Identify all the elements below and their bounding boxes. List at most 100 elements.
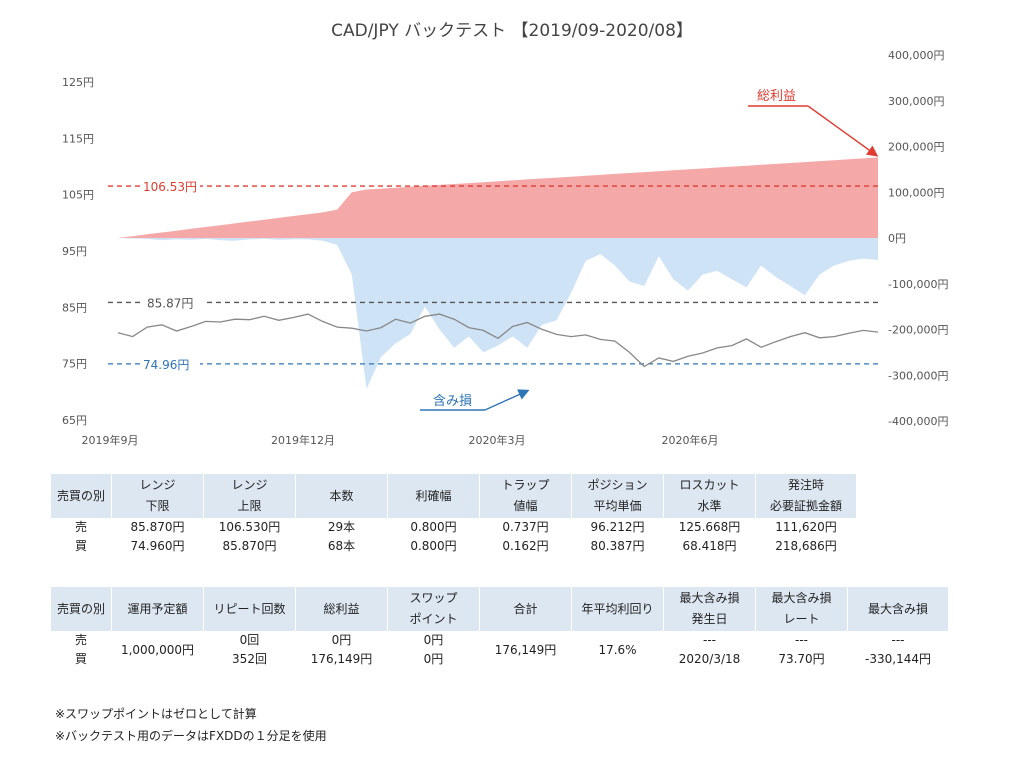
cell-avg-price: 80.387円 [590,539,645,553]
y-right-tick-label: -200,000円 [888,324,948,337]
y-left-tick-label: 75円 [62,358,87,371]
table-row: 買 352回 176,149円 0円 2020/3/18 73.70円 -330… [51,650,948,669]
cell-count: 29本 [327,520,356,534]
note-swap: ※スワップポイントはゼロとして計算 [55,707,257,721]
header-swap: スワップ ポイント [388,587,479,631]
header-profit: 総利益 [296,587,387,631]
ref-line-label: 106.53円 [143,180,197,194]
cell-count: 68本 [327,539,356,553]
cell-budget: 1,000,000円 [120,642,195,657]
x-tick-label: 2019年12月 [271,433,335,447]
cell-range-high: 106.530円 [218,520,281,534]
cell-maxloss-date: --- [703,633,716,647]
y-left-tick-label: 95円 [62,245,87,258]
header-maxloss-rate: 最大含み損 レート [756,587,847,631]
cell-swap: 0円 [423,633,444,647]
chart-title: CAD/JPY バックテスト 【2019/09-2020/08】 [331,21,693,41]
cell-range-high: 85.870円 [222,539,277,553]
cell-margin: 218,686円 [775,539,837,553]
header-budget: 運用予定額 [112,587,203,631]
unrealized-loss-area [118,238,878,389]
notes: ※スワップポイントはゼロとして計算 ※バックテスト用のデータはFXDDの１分足を… [55,703,327,747]
header-side: 売買の別 [51,474,111,518]
cell-side: 売 [74,633,87,647]
cell-trap-width: 0.162円 [502,539,549,553]
x-tick-label: 2020年3月 [469,433,526,447]
y-right-tick-label: -100,000円 [888,278,948,291]
cell-maxloss: -330,144円 [865,652,931,666]
profit-area [118,157,878,238]
y-left-tick-label: 105円 [62,189,94,202]
header-yield: 年平均利回り [572,587,663,631]
header-side: 売買の別 [51,587,111,631]
cell-side: 売 [74,520,87,534]
ref-label-bg [144,293,204,311]
price-line [117,313,879,368]
y-axis-right: 400,000円 300,000円 200,000円 100,000円 0円 -100,0… [888,49,948,428]
results-table: 売買の別 運用予定額 リピート回数 総利益 スワップ ポイント 合計 年平均利回り… [50,587,949,669]
x-tick-label: 2020年6月 [662,433,719,447]
settings-table: 売買の別 レンジ 下限 レンジ 上限 本数 利確幅 トラップ 値幅 ポジション 平均単価… [50,474,857,556]
cell-losscut: 68.418円 [682,539,737,553]
loss-annotation: 含み損 [420,389,530,411]
y-right-tick-label: -400,000円 [888,415,948,428]
note-data-source: ※バックテスト用のデータはFXDDの１分足を使用 [55,729,327,743]
header-total: 合計 [480,587,571,631]
loss-annotation-label: 含み損 [433,393,472,409]
loss-arrow [484,389,530,411]
header-range-high: レンジ 上限 [204,474,295,518]
cell-yield: 17.6% [598,642,637,657]
y-left-tick-label: 65円 [62,414,87,427]
cell-maxloss-rate: --- [795,633,808,647]
cell-repeat: 352回 [232,652,267,666]
x-axis: 2019年9月 2019年12月 2020年3月 2020年6月 [82,433,719,447]
cell-maxloss-date: 2020/3/18 [678,652,741,666]
x-tick-label: 2019年9月 [82,433,139,447]
cell-range-low: 85.870円 [130,520,185,534]
header-margin: 発注時 必要証拠金額 [756,474,856,518]
ref-label-bg [140,354,200,372]
header-count: 本数 [296,474,387,518]
reference-lines: 106.53円 85.87円 74.96円 [108,177,878,372]
y-right-tick-label: 200,000円 [888,141,945,154]
header-repeat: リピート回数 [204,587,295,631]
ref-line-label: 74.96円 [143,358,189,372]
profit-arrow [807,105,879,157]
y-right-tick-label: 300,000円 [888,95,945,108]
y-left-tick-label: 125円 [62,76,94,89]
cell-side: 買 [74,652,87,666]
y-left-tick-label: 115円 [62,132,94,145]
cell-swap: 0円 [423,652,444,666]
cell-trap-width: 0.737円 [502,520,549,534]
ref-label-bg [140,177,200,195]
table-row: 買 74.960円 85.870円 68本 0.800円 0.162円 80.3… [51,537,856,556]
cell-maxloss: --- [891,633,905,647]
cell-avg-price: 96.212円 [590,520,645,534]
table-row: 売 1,000,000円 0回 0円 0円 176,149円 17.6% ---… [51,631,948,657]
plot-areas [118,157,878,389]
cell-total: 176,149円 [494,642,557,657]
backtest-chart: CAD/JPY バックテスト 【2019/09-2020/08】 125円 115… [62,21,948,447]
y-axis-left: 125円 115円 105円 95円 85円 75円 65円 [62,76,94,427]
header-take-profit: 利確幅 [388,474,479,518]
header-maxloss-date: 最大含み損 発生日 [664,587,755,631]
cell-range-low: 74.960円 [130,539,185,553]
profit-annotation-label: 総利益 [757,89,796,104]
cell-losscut: 125.668円 [678,520,741,534]
profit-annotation: 総利益 [748,89,879,157]
ref-line-label: 85.87円 [147,296,193,310]
table-row: 売 85.870円 106.530円 29本 0.800円 0.737円 96.… [51,518,856,537]
cell-take-profit: 0.800円 [410,520,457,534]
cell-side: 買 [74,539,87,553]
header-maxloss: 最大含み損 [848,587,948,631]
price-line-group [117,313,879,368]
cell-profit: 0円 [331,633,352,647]
header-losscut: ロスカット 水準 [664,474,755,518]
header-range-low: レンジ 下限 [112,474,203,518]
cell-profit: 176,149円 [310,652,373,666]
y-right-tick-label: -300,000円 [888,369,948,382]
y-right-tick-label: 400,000円 [888,49,945,62]
y-right-tick-label: 0円 [888,232,906,245]
cell-margin: 111,620円 [775,520,837,534]
cell-take-profit: 0.800円 [410,539,457,553]
